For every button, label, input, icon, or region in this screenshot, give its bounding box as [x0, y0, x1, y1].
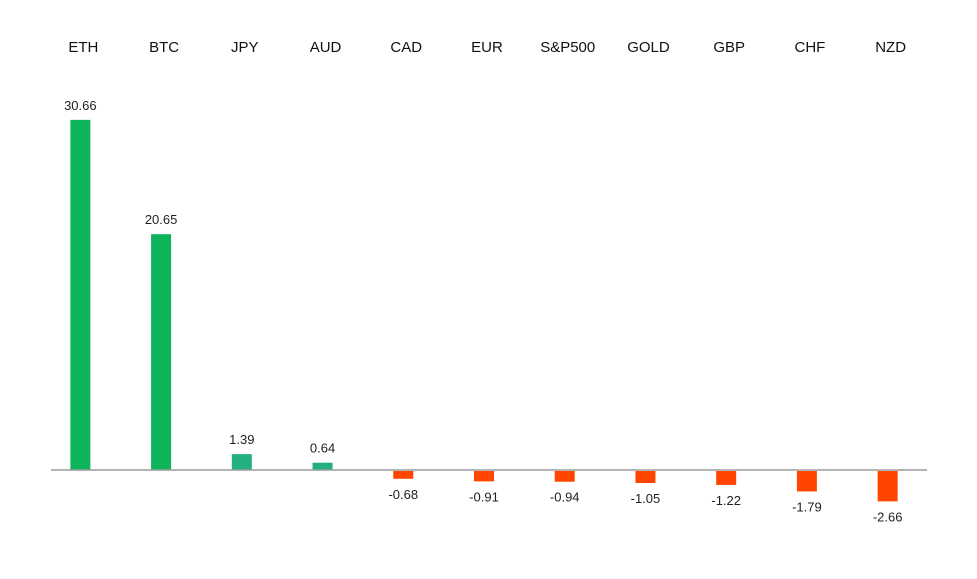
category-label-aud: AUD — [310, 39, 342, 56]
bar-eth — [70, 119, 91, 471]
category-label-sp500: S&P500 — [540, 39, 595, 56]
data-label-chf: -1.79 — [792, 499, 822, 514]
data-label-gold: -1.05 — [631, 491, 661, 506]
category-label-gbp: GBP — [713, 39, 745, 56]
data-label-aud: 0.64 — [310, 441, 335, 456]
bar-aud — [312, 462, 333, 470]
data-label-cad: -0.68 — [388, 487, 418, 502]
category-label-cad: CAD — [390, 39, 422, 56]
data-label-sp500: -0.94 — [550, 490, 580, 505]
bar-gbp — [716, 471, 737, 485]
bars — [70, 119, 898, 502]
category-label-jpy: JPY — [231, 39, 259, 56]
bar-btc — [151, 234, 172, 470]
category-label-chf: CHF — [794, 39, 825, 56]
data-label-jpy: 1.39 — [229, 432, 254, 447]
bar-sp500 — [554, 471, 575, 482]
bar-gold — [635, 471, 656, 483]
data-label-eur: -0.91 — [469, 489, 499, 504]
category-label-btc: BTC — [149, 39, 179, 56]
bar-chf — [796, 471, 817, 492]
bar-cad — [393, 471, 414, 479]
data-label-nzd: -2.66 — [873, 509, 903, 524]
category-label-eur: EUR — [471, 39, 503, 56]
data-labels: 30.66 20.65 1.39 0.64 -0.68 -0.91 -0.94 -1.05 -1… — [64, 98, 902, 525]
data-label-btc: 20.65 — [145, 212, 178, 227]
data-label-eth: 30.66 — [64, 98, 97, 113]
category-labels: ETH BTC JPY AUD CAD EUR S&P500 GOLD GBP CHF NZD — [68, 39, 906, 56]
category-label-eth: ETH — [68, 39, 98, 56]
category-label-gold: GOLD — [627, 39, 670, 56]
bar-jpy — [231, 454, 252, 470]
bar-eur — [474, 471, 494, 482]
category-label-nzd: NZD — [875, 39, 906, 56]
data-label-gbp: -1.22 — [711, 493, 741, 508]
bar-nzd — [877, 471, 898, 502]
